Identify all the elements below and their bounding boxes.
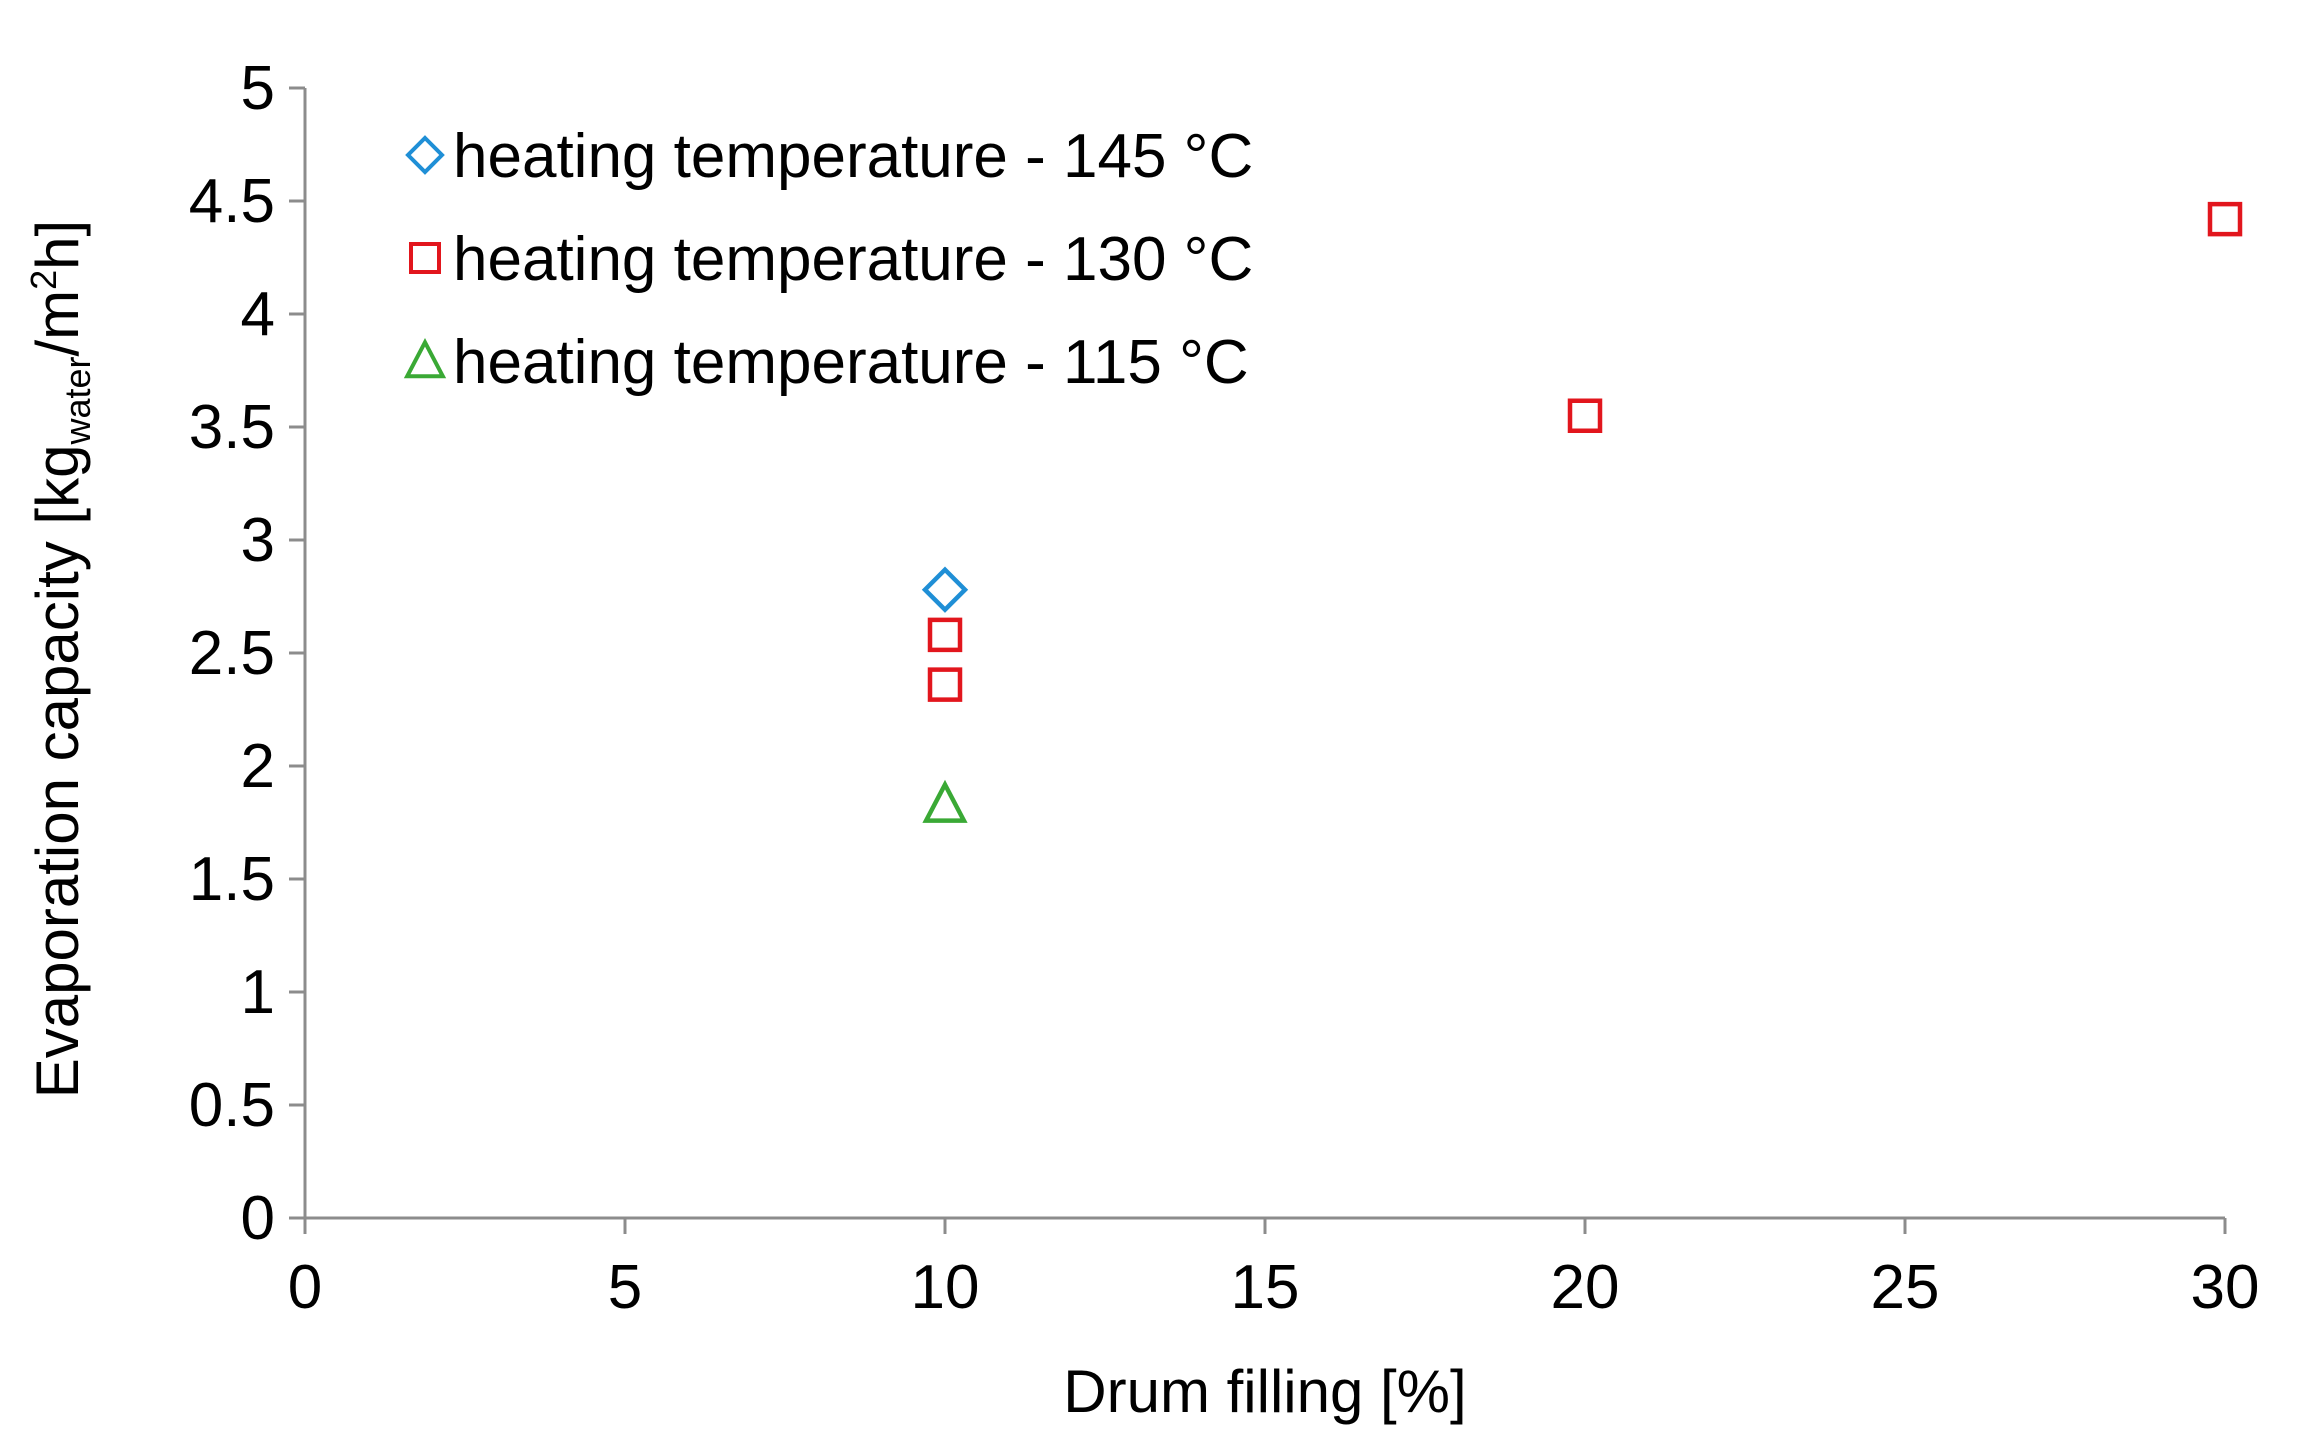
y-axis-title: Evaporation capacity [kgwater/m2h] — [23, 220, 98, 1098]
legend: heating temperature - 145 °C heating tem… — [403, 122, 1253, 397]
legend-marker-diamond — [405, 135, 445, 175]
y-tick-label: 4 — [241, 280, 275, 349]
y-axis-title-end: h] — [24, 220, 91, 270]
x-axis-title: Drum filling [%] — [1063, 1358, 1466, 1425]
y-tick-label: 3.5 — [189, 393, 275, 462]
legend-marker-square — [409, 242, 441, 274]
y-tick-label: 1.5 — [189, 845, 275, 914]
legend-item-145: heating temperature - 145 °C — [405, 122, 1253, 191]
x-tick-label: 0 — [288, 1253, 322, 1322]
y-tick-label: 2.5 — [189, 619, 275, 688]
data-point-square — [2207, 201, 2243, 237]
legend-marker-triangle — [403, 337, 447, 379]
x-tick-label: 20 — [1551, 1253, 1620, 1322]
y-axis-ticks: 0 0.5 1 1.5 2 2.5 3 3.5 4 4.5 5 — [189, 54, 305, 1253]
data-point-square — [1567, 398, 1603, 433]
y-tick-label: 1 — [241, 958, 275, 1027]
y-tick-label: 2 — [241, 732, 275, 801]
y-axis-title-subscript: water — [57, 356, 98, 445]
x-tick-label: 25 — [1871, 1253, 1940, 1322]
data-point-square — [927, 667, 963, 702]
x-tick-label: 5 — [608, 1253, 642, 1322]
y-tick-label: 4.5 — [189, 167, 275, 236]
x-tick-label: 15 — [1231, 1253, 1300, 1322]
y-tick-label: 0 — [241, 1184, 275, 1253]
data-point-triangle — [922, 779, 968, 823]
x-tick-label: 30 — [2191, 1253, 2260, 1322]
y-axis-title-main: Evaporation capacity [kg — [24, 445, 91, 1099]
y-tick-label: 0.5 — [189, 1071, 275, 1140]
data-points — [921, 201, 2243, 823]
x-tick-label: 10 — [911, 1253, 980, 1322]
y-tick-label: 5 — [241, 54, 275, 123]
legend-item-115: heating temperature - 115 °C — [403, 328, 1249, 397]
axes: 0 0.5 1 1.5 2 2.5 3 3.5 4 4.5 5 0 5 10 15 20 25 30 — [189, 54, 2260, 1322]
data-point-diamond — [921, 566, 969, 613]
y-axis-title-mid: /m — [24, 290, 91, 357]
legend-item-130: heating temperature - 130 °C — [409, 225, 1253, 294]
data-point-square — [927, 617, 963, 653]
legend-label-115: heating temperature - 115 °C — [453, 328, 1249, 397]
legend-label-145: heating temperature - 145 °C — [453, 122, 1253, 191]
y-axis-title-superscript: 2 — [23, 270, 64, 290]
x-axis-ticks: 0 5 10 15 20 25 30 — [288, 1218, 2260, 1322]
y-tick-label: 3 — [241, 506, 275, 575]
legend-label-130: heating temperature - 130 °C — [453, 225, 1253, 294]
